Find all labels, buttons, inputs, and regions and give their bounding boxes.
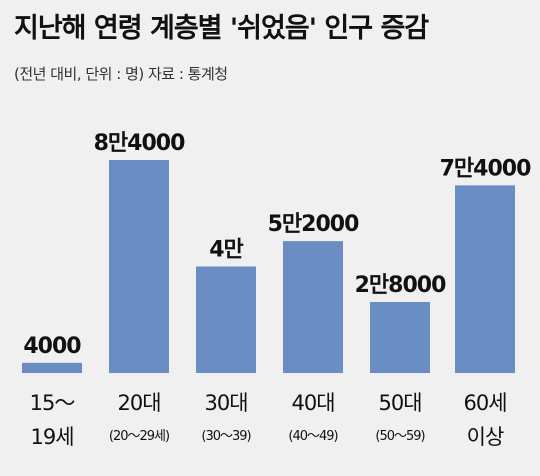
category-label-line2-0: 19세	[30, 425, 73, 449]
category-label-0: 15～	[30, 391, 76, 415]
bar-2	[196, 266, 256, 373]
category-label-5: 60세	[463, 391, 506, 415]
bar-1	[109, 160, 169, 373]
category-label-2: 30대	[204, 391, 247, 415]
category-sublabel-2: (30～39)	[201, 429, 250, 444]
category-sublabel-1: (20～29세)	[109, 429, 169, 444]
bar-4	[370, 302, 430, 373]
bar-0	[22, 362, 82, 373]
value-label-0: 4000	[23, 334, 81, 359]
category-sublabel-3: (40～49)	[288, 429, 337, 444]
category-label-3: 40대	[291, 391, 334, 415]
bar-3	[283, 241, 343, 373]
value-label-2: 4만	[209, 238, 243, 263]
value-label-4: 2만8000	[355, 273, 446, 298]
category-label-4: 50대	[378, 391, 421, 415]
value-label-5: 7만4000	[440, 156, 531, 181]
category-label-line2-5: 이상	[467, 425, 504, 449]
category-sublabel-4: (50～59)	[375, 429, 424, 444]
chart-title: 지난해 연령 계층별 '쉬었음' 인구 증감	[14, 13, 429, 44]
value-label-1: 8만4000	[94, 131, 185, 156]
chart-subtitle: (전년 대비, 단위 : 명) 자료 : 통계청	[14, 65, 228, 83]
category-label-1: 20대	[117, 391, 160, 415]
bar-5	[455, 185, 515, 373]
value-label-3: 5만2000	[268, 212, 359, 237]
